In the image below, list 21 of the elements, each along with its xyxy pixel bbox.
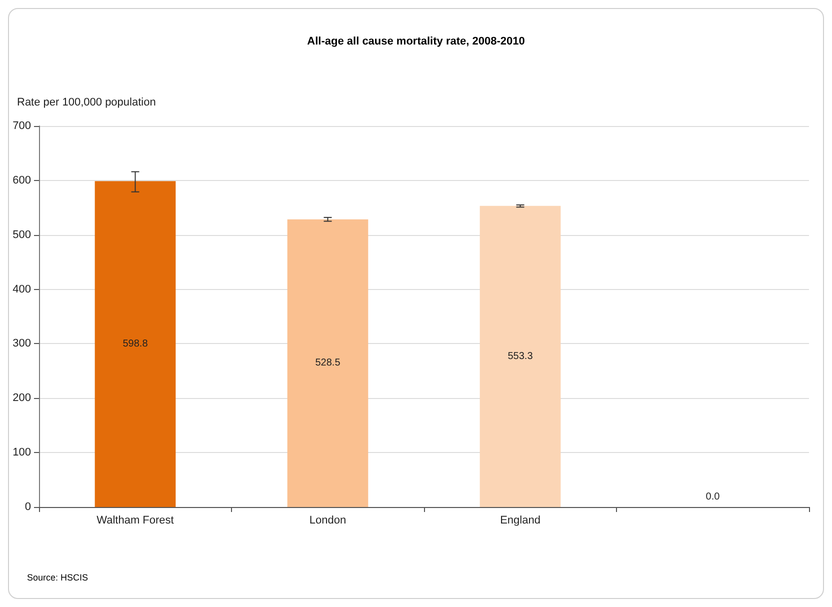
bar — [480, 206, 561, 507]
y-tick-label: 700 — [12, 120, 31, 132]
data-label: 598.8 — [122, 338, 148, 350]
data-label: 553.3 — [508, 350, 534, 362]
y-tick-label: 600 — [12, 174, 31, 186]
source-note: Source: HSCIS — [27, 572, 88, 582]
y-tick-label: 200 — [12, 392, 31, 404]
y-tick-label: 100 — [12, 446, 31, 459]
y-tick-label: 400 — [12, 283, 31, 296]
y-tick-label: 0 — [24, 501, 31, 513]
y-axis-title: Rate per 100,000 population — [17, 96, 156, 108]
data-label: 528.5 — [315, 358, 341, 369]
bar — [287, 219, 368, 507]
bar — [94, 181, 176, 507]
data-label: 0.0 — [706, 492, 720, 502]
x-tick-label: England — [500, 514, 540, 526]
x-tick-label: London — [309, 514, 346, 526]
chart-title: All-age all cause mortality rate, 2008-2010 — [307, 36, 525, 48]
x-tick-label: Waltham Forest — [96, 514, 174, 526]
y-tick-label: 300 — [12, 338, 31, 350]
y-tick-label: 500 — [12, 228, 31, 241]
